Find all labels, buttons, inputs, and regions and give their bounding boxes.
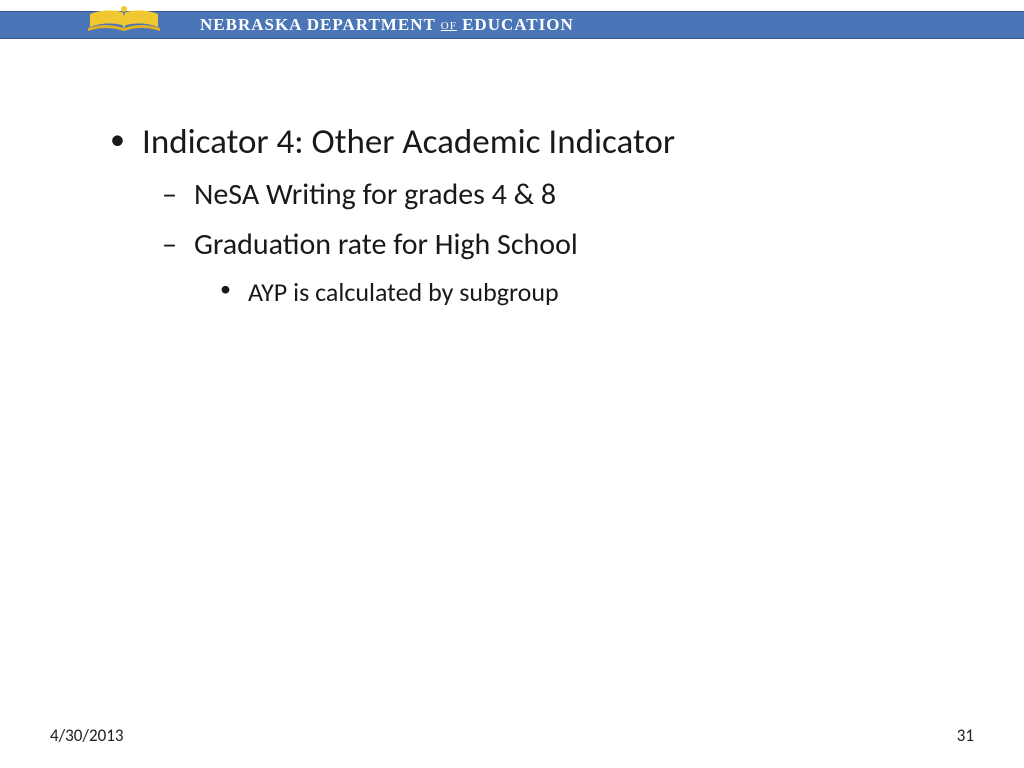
book-icon [88, 6, 160, 40]
org-name-of: OF [441, 20, 457, 32]
bullet-level-2a: NeSA Writing for grades 4 & 8 [162, 174, 944, 216]
bullet-level-2b: Graduation rate for High School [162, 224, 944, 266]
bullet-level-3: AYP is calculated by subgroup [220, 274, 944, 310]
slide-content: Indicator 4: Other Academic Indicator Ne… [80, 120, 944, 310]
logo-container [88, 6, 160, 40]
footer-page-number: 31 [957, 725, 974, 746]
bullet-level-1: Indicator 4: Other Academic Indicator [110, 120, 944, 166]
bullet-text-l2b: Graduation rate for High School [194, 226, 578, 263]
footer-date: 4/30/2013 [50, 725, 123, 746]
org-name-part1: NEBRASKA DEPARTMENT [200, 15, 436, 34]
bullet-text-l2a: NeSA Writing for grades 4 & 8 [194, 176, 556, 213]
slide-footer: 4/30/2013 31 [50, 725, 974, 746]
org-name-part2: EDUCATION [462, 15, 574, 34]
organization-name: NEBRASKA DEPARTMENT OF EDUCATION [200, 15, 574, 35]
bullet-text-l3: AYP is calculated by subgroup [248, 276, 559, 308]
bullet-text-l1: Indicator 4: Other Academic Indicator [142, 121, 675, 163]
